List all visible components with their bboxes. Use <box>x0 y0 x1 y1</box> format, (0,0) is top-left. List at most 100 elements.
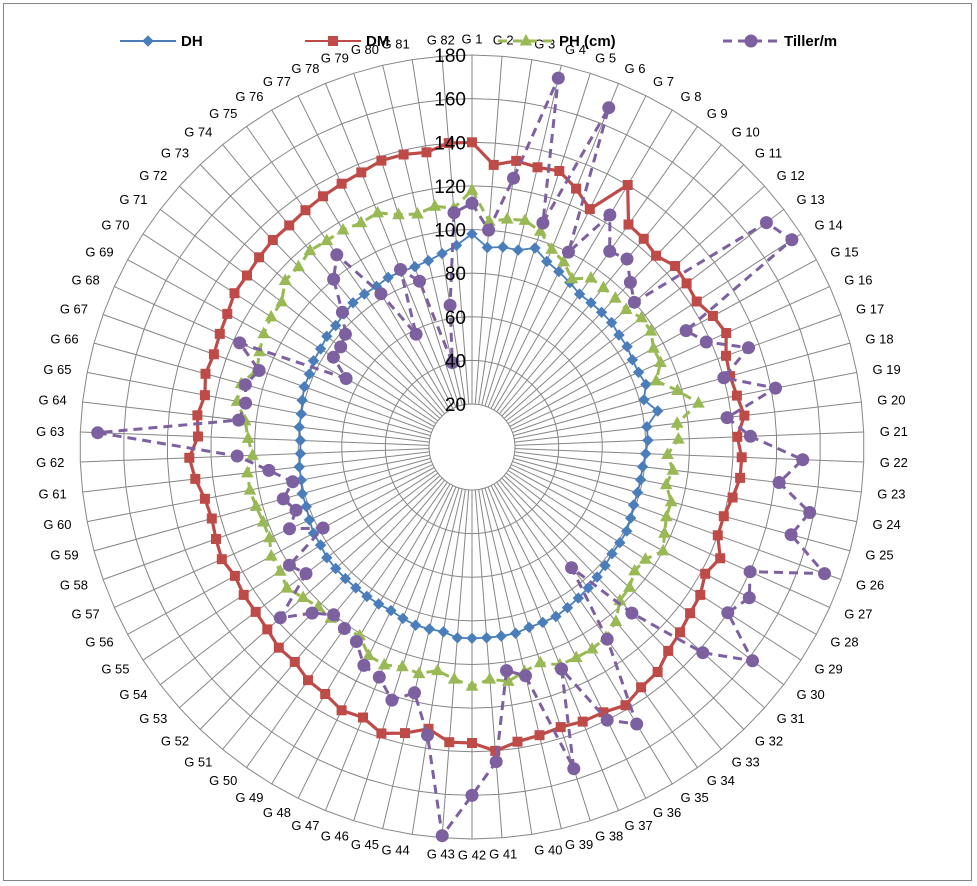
grid-spoke <box>514 454 857 523</box>
data-point <box>241 431 255 443</box>
data-point <box>736 452 747 463</box>
grid-spoke <box>179 185 441 419</box>
data-point <box>435 829 449 843</box>
data-point <box>305 606 319 620</box>
data-point <box>634 473 647 486</box>
data-point <box>571 183 582 194</box>
data-point <box>772 476 786 489</box>
radial-tick-label: 180 <box>434 46 466 67</box>
data-point <box>294 447 307 460</box>
legend-item: DH <box>120 33 203 50</box>
data-point <box>339 372 353 385</box>
data-point <box>654 355 667 367</box>
grid-spoke <box>509 259 817 427</box>
data-point <box>656 543 670 556</box>
data-point <box>511 155 522 166</box>
data-point <box>289 503 303 517</box>
category-label: G 34 <box>707 773 735 788</box>
category-label: G 63 <box>36 424 64 439</box>
data-point <box>321 551 333 564</box>
data-point <box>482 223 496 237</box>
data-point <box>216 554 227 565</box>
legend-label: PH (cm) <box>559 33 616 50</box>
data-point <box>567 762 581 776</box>
grid-spoke <box>512 461 842 580</box>
data-point <box>635 310 648 323</box>
data-point <box>536 216 550 230</box>
data-point <box>585 641 599 654</box>
data-point <box>759 216 773 230</box>
data-point <box>661 447 674 459</box>
data-point <box>692 396 705 408</box>
data-point <box>605 316 618 329</box>
legend-label: DM <box>366 33 389 50</box>
data-point <box>639 447 652 460</box>
grid-spoke <box>513 457 851 552</box>
category-label: G 51 <box>184 754 212 769</box>
category-label: G 66 <box>50 331 78 346</box>
grid-spoke <box>487 486 619 811</box>
data-point <box>623 580 636 592</box>
grid-spoke <box>297 485 454 799</box>
grid-spoke <box>513 342 851 437</box>
data-point <box>293 461 306 473</box>
grid-spoke <box>82 451 430 493</box>
data-point <box>447 672 461 684</box>
data-point <box>614 536 626 549</box>
category-label: G 64 <box>39 393 67 408</box>
grid-spoke <box>507 469 802 661</box>
data-point <box>296 487 308 500</box>
category-label: G 69 <box>85 245 113 260</box>
grid-spoke <box>490 485 647 799</box>
data-point <box>397 612 409 625</box>
data-point <box>294 434 307 447</box>
radial-tick-label: 140 <box>434 133 466 154</box>
data-point <box>664 494 678 507</box>
data-point <box>695 589 706 600</box>
data-point <box>721 328 732 338</box>
data-point <box>518 213 532 225</box>
category-label: G 68 <box>72 273 100 288</box>
grid-spoke <box>411 59 466 405</box>
category-label: G 70 <box>101 218 129 233</box>
data-point <box>208 349 219 360</box>
data-point <box>743 565 757 579</box>
category-label: G 50 <box>209 773 237 788</box>
legend-label: DH <box>181 33 203 50</box>
category-label: G 41 <box>489 846 517 861</box>
data-point <box>647 341 660 353</box>
data-point <box>663 645 674 656</box>
category-label: G 8 <box>681 89 702 104</box>
data-point <box>550 610 562 623</box>
data-point <box>199 390 210 401</box>
legend-marker <box>328 36 338 46</box>
data-point <box>507 171 520 185</box>
data-point <box>273 642 284 653</box>
category-label: G 43 <box>427 846 455 861</box>
data-point <box>651 250 662 261</box>
data-point <box>465 788 479 802</box>
data-point <box>784 528 798 542</box>
data-point <box>422 254 435 267</box>
grid-spoke <box>474 489 503 838</box>
category-label: G 76 <box>235 89 263 104</box>
radial-tick-label: 20 <box>445 395 466 416</box>
data-point <box>408 686 421 700</box>
data-point <box>200 368 211 379</box>
category-label: G 75 <box>209 106 237 121</box>
data-point <box>222 308 233 319</box>
data-point <box>672 432 685 444</box>
data-point <box>382 271 394 284</box>
data-point <box>262 463 276 477</box>
data-point <box>284 220 295 231</box>
category-label: G 52 <box>161 734 189 749</box>
category-label: G 17 <box>856 302 884 317</box>
category-label: G 16 <box>844 273 872 288</box>
data-point <box>700 568 711 579</box>
data-point <box>320 233 334 246</box>
category-label: G 29 <box>815 661 843 676</box>
data-point <box>398 149 409 160</box>
category-label: G 55 <box>101 661 129 676</box>
data-point <box>519 669 532 683</box>
